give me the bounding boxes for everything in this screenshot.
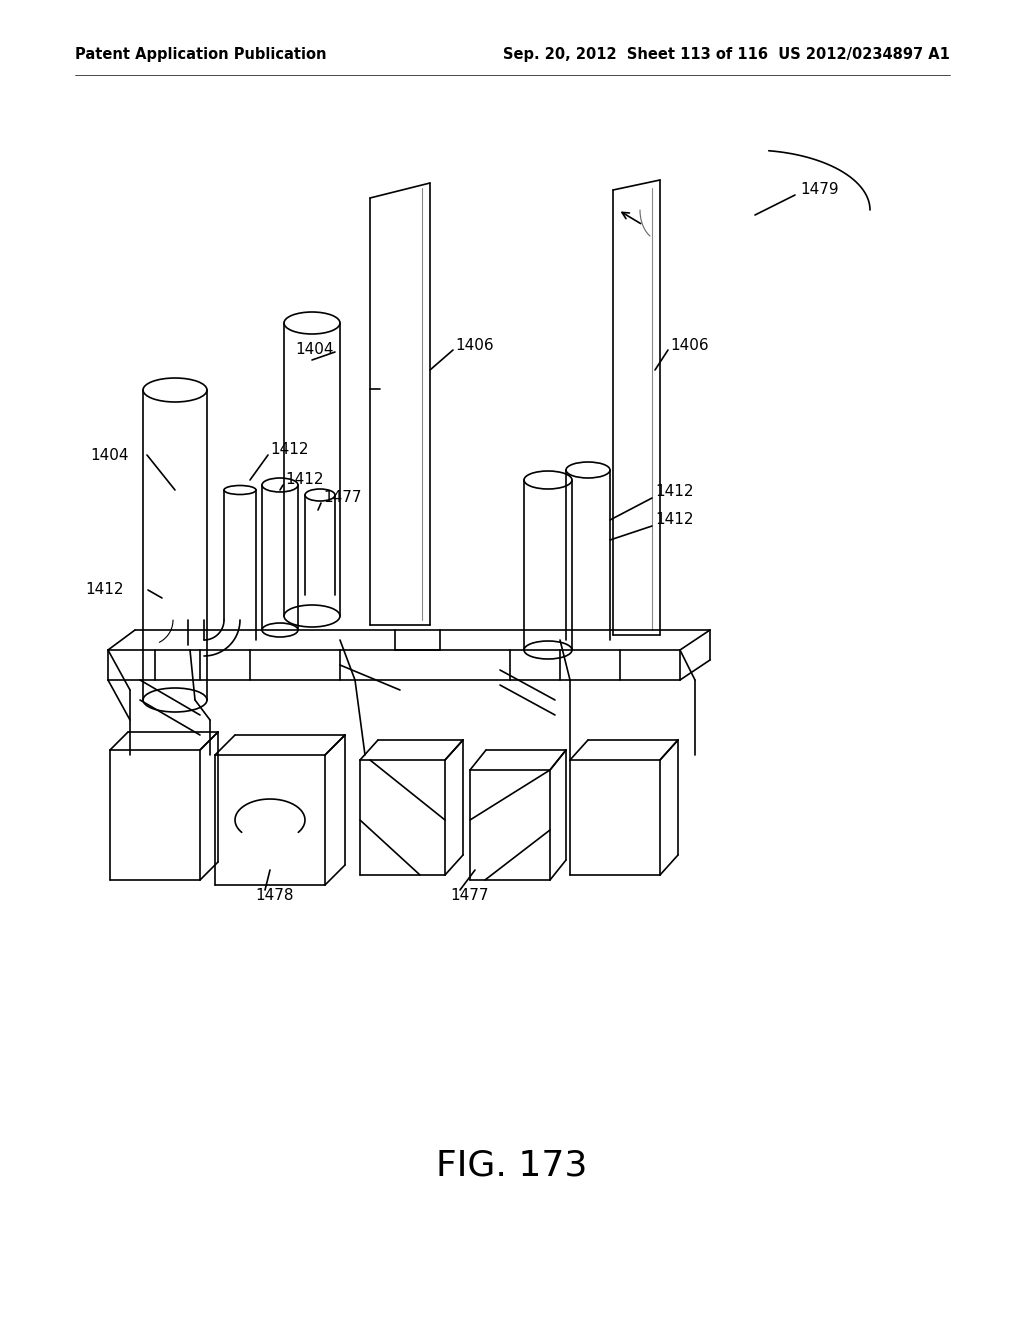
Text: 1404: 1404 [295,342,334,358]
Text: Patent Application Publication: Patent Application Publication [75,48,327,62]
Text: 1412: 1412 [655,484,693,499]
Text: 1406: 1406 [670,338,709,352]
Text: Sep. 20, 2012  Sheet 113 of 116  US 2012/0234897 A1: Sep. 20, 2012 Sheet 113 of 116 US 2012/0… [503,48,950,62]
Text: 1412: 1412 [285,473,324,487]
Text: 1412: 1412 [85,582,124,598]
Text: 1412: 1412 [270,442,308,458]
Text: 1479: 1479 [800,182,839,198]
Text: 1406: 1406 [455,338,494,352]
Text: 1412: 1412 [655,512,693,528]
Text: 1478: 1478 [255,887,294,903]
Text: 1477: 1477 [323,491,361,506]
Text: 1477: 1477 [450,887,488,903]
Text: FIG. 173: FIG. 173 [436,1148,588,1181]
Text: 1404: 1404 [90,447,128,462]
